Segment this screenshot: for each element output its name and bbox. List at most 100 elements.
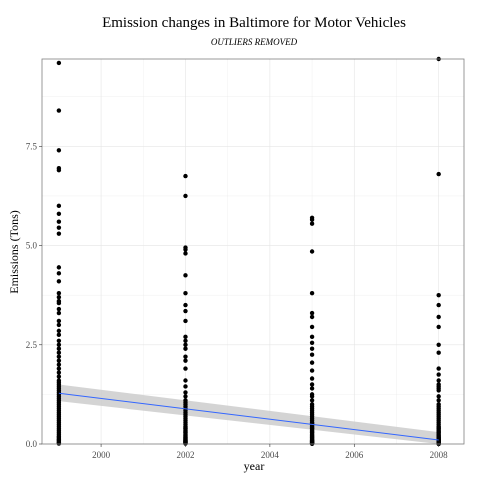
data-point bbox=[183, 366, 188, 371]
data-point bbox=[183, 173, 188, 179]
data-point bbox=[56, 225, 62, 230]
data-point bbox=[56, 366, 62, 371]
data-point bbox=[436, 342, 441, 347]
x-tick-label: 2004 bbox=[261, 450, 280, 460]
data-point bbox=[309, 398, 315, 403]
data-point bbox=[56, 271, 62, 276]
trend-line bbox=[58, 392, 439, 441]
panel-border bbox=[41, 58, 465, 445]
data-point bbox=[436, 302, 441, 308]
data-point bbox=[56, 300, 62, 306]
data-point bbox=[56, 294, 62, 300]
data-point bbox=[309, 360, 315, 365]
data-point bbox=[309, 352, 315, 357]
data-point bbox=[309, 346, 315, 351]
data-point bbox=[183, 390, 188, 395]
chart-subtitle: OUTLIERS REMOVED bbox=[211, 37, 298, 47]
data-point bbox=[56, 322, 62, 328]
data-point bbox=[56, 108, 62, 113]
data-point bbox=[183, 302, 188, 308]
x-tick-label: 2006 bbox=[345, 450, 364, 460]
data-point bbox=[309, 310, 315, 316]
data-point bbox=[56, 328, 62, 334]
data-point bbox=[309, 340, 315, 345]
data-point bbox=[309, 334, 315, 340]
data-point bbox=[183, 251, 188, 256]
data-point bbox=[436, 388, 441, 393]
data-point bbox=[309, 217, 315, 222]
data-point bbox=[436, 394, 441, 399]
data-point bbox=[56, 358, 62, 363]
y-tick-label: 5.0 bbox=[26, 241, 38, 251]
data-point bbox=[56, 346, 62, 351]
data-point bbox=[56, 370, 62, 375]
x-axis-title: year bbox=[244, 459, 265, 473]
data-point bbox=[436, 350, 441, 355]
data-point bbox=[309, 249, 315, 254]
data-point bbox=[183, 346, 188, 351]
y-tick-label: 0.0 bbox=[26, 439, 38, 449]
data-point bbox=[183, 273, 188, 278]
data-point bbox=[183, 247, 188, 252]
data-point bbox=[56, 203, 62, 209]
data-point bbox=[56, 148, 62, 153]
data-point bbox=[183, 290, 188, 296]
data-point bbox=[436, 324, 441, 330]
data-point bbox=[56, 290, 62, 296]
data-points bbox=[56, 56, 441, 447]
data-point bbox=[309, 290, 315, 296]
data-point bbox=[56, 306, 62, 312]
data-point bbox=[183, 384, 188, 389]
data-point bbox=[183, 378, 188, 383]
data-point bbox=[436, 366, 441, 371]
y-tick-label: 2.5 bbox=[26, 340, 38, 350]
x-tick-label: 2000 bbox=[92, 450, 111, 460]
data-point bbox=[309, 386, 315, 391]
grid-lines bbox=[42, 59, 464, 445]
data-point bbox=[309, 382, 315, 387]
y-tick-label: 7.5 bbox=[26, 141, 38, 151]
data-point bbox=[56, 354, 62, 359]
confidence-band bbox=[58, 384, 439, 444]
data-point bbox=[56, 60, 62, 66]
data-point bbox=[56, 362, 62, 367]
data-point bbox=[56, 211, 62, 216]
data-point bbox=[183, 308, 188, 314]
data-point bbox=[56, 318, 62, 324]
data-point bbox=[436, 314, 441, 320]
data-point bbox=[183, 318, 188, 324]
trend-line-group bbox=[58, 392, 439, 441]
data-point bbox=[309, 368, 315, 373]
data-point bbox=[56, 265, 62, 270]
data-point bbox=[56, 332, 62, 338]
confidence-band-area bbox=[58, 384, 439, 444]
x-tick-label: 2002 bbox=[176, 450, 194, 460]
x-axis-ticks: 2000 2002 2004 2006 2008 bbox=[92, 444, 448, 460]
data-point bbox=[56, 338, 62, 344]
data-point bbox=[309, 221, 315, 226]
data-point bbox=[183, 354, 188, 359]
chart-title: Emission changes in Baltimore for Motor … bbox=[102, 15, 406, 31]
data-point bbox=[436, 292, 441, 298]
data-point bbox=[56, 342, 62, 347]
data-point bbox=[309, 314, 315, 320]
data-point bbox=[56, 219, 62, 224]
data-point bbox=[56, 279, 62, 284]
data-point bbox=[56, 374, 62, 379]
data-point bbox=[56, 167, 62, 173]
data-point bbox=[309, 324, 315, 330]
data-point bbox=[183, 342, 188, 347]
data-point bbox=[183, 394, 188, 399]
data-point bbox=[436, 378, 441, 383]
data-point bbox=[436, 171, 441, 177]
data-point bbox=[56, 310, 62, 316]
data-point bbox=[436, 398, 441, 403]
data-point bbox=[436, 372, 441, 377]
data-point bbox=[183, 193, 188, 199]
data-point bbox=[56, 231, 62, 236]
data-point bbox=[183, 358, 188, 363]
data-point bbox=[56, 350, 62, 355]
y-axis-ticks: 0.0 2.5 5.0 7.5 bbox=[26, 141, 42, 449]
